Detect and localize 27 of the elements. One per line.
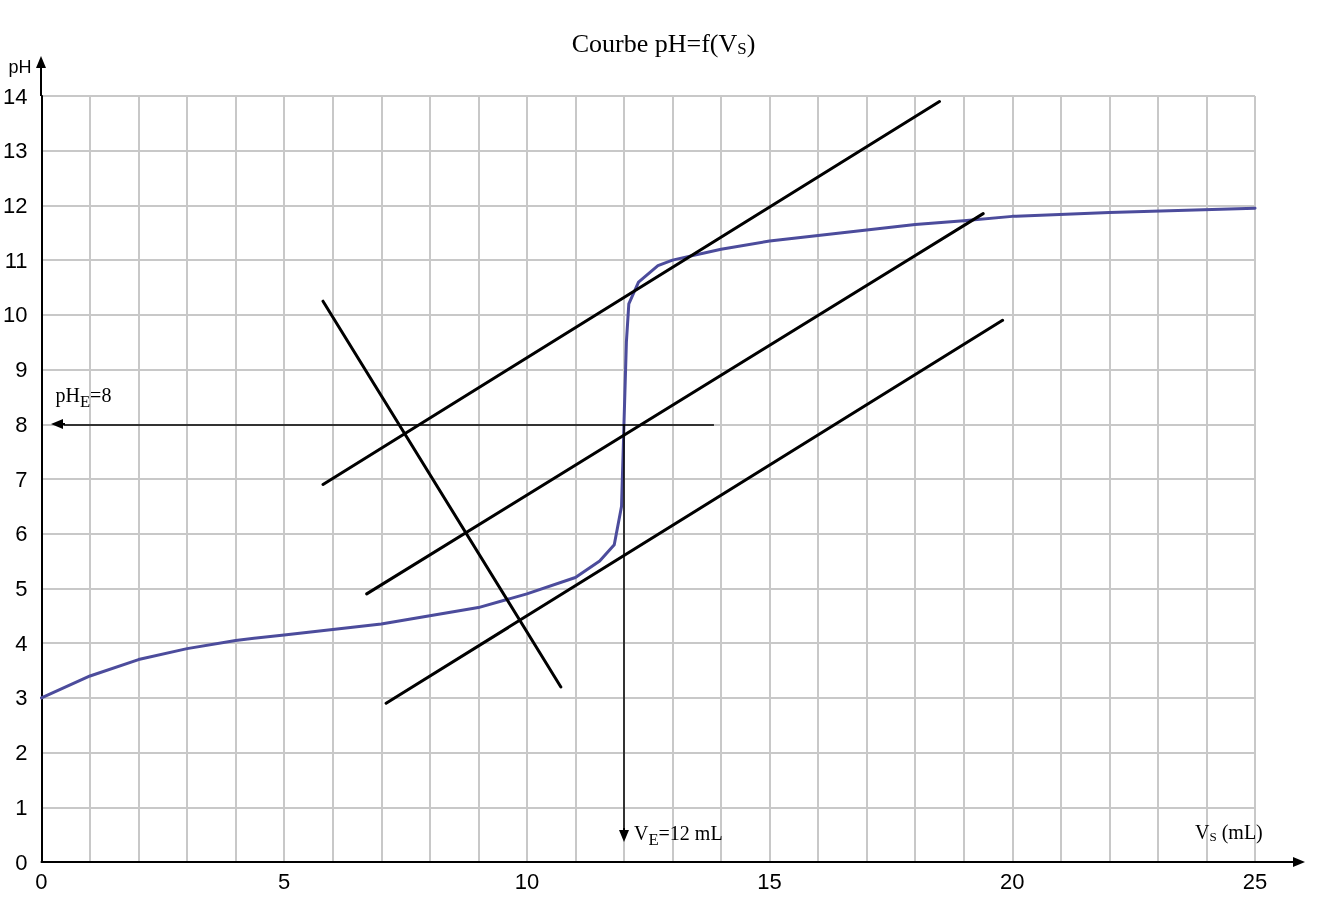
chart-title: Courbe pH=f(VS) xyxy=(571,29,756,59)
y-tick-label: 9 xyxy=(15,357,28,383)
y-tick-label: 3 xyxy=(15,685,28,711)
y-tick-label: 11 xyxy=(4,247,28,273)
x-tick-label: 20 xyxy=(1000,868,1025,894)
y-tick-label: 14 xyxy=(2,83,28,109)
y-tick-label: 8 xyxy=(15,411,28,437)
ref-line-label: pH$_{E}$=8 xyxy=(55,384,112,413)
y-tick-label: 6 xyxy=(15,521,28,547)
x-tick-label: 10 xyxy=(514,868,540,894)
y-tick-label: 4 xyxy=(15,630,28,656)
y-tick-label: 1 xyxy=(15,794,28,820)
y-tick-label: 10 xyxy=(2,302,28,328)
x-tick-label: 15 xyxy=(757,868,782,894)
x-tick-label: 25 xyxy=(1242,868,1268,894)
y-tick-label: 0 xyxy=(15,849,28,875)
ref-line-label: V$_{E}$=12 mL xyxy=(633,822,723,850)
x-axis-title: VS (mL) xyxy=(1195,821,1263,844)
y-axis-title: pH xyxy=(8,57,32,77)
y-tick-label: 5 xyxy=(15,575,28,601)
line-series xyxy=(39,206,1257,700)
y-tick-label: 12 xyxy=(2,192,28,218)
y-tick-label: 2 xyxy=(15,740,28,766)
y-tick-label: 13 xyxy=(2,138,28,164)
y-tick-label: 7 xyxy=(15,466,28,492)
x-tick-label: 0 xyxy=(35,868,48,894)
x-tick-label: 5 xyxy=(278,868,291,894)
